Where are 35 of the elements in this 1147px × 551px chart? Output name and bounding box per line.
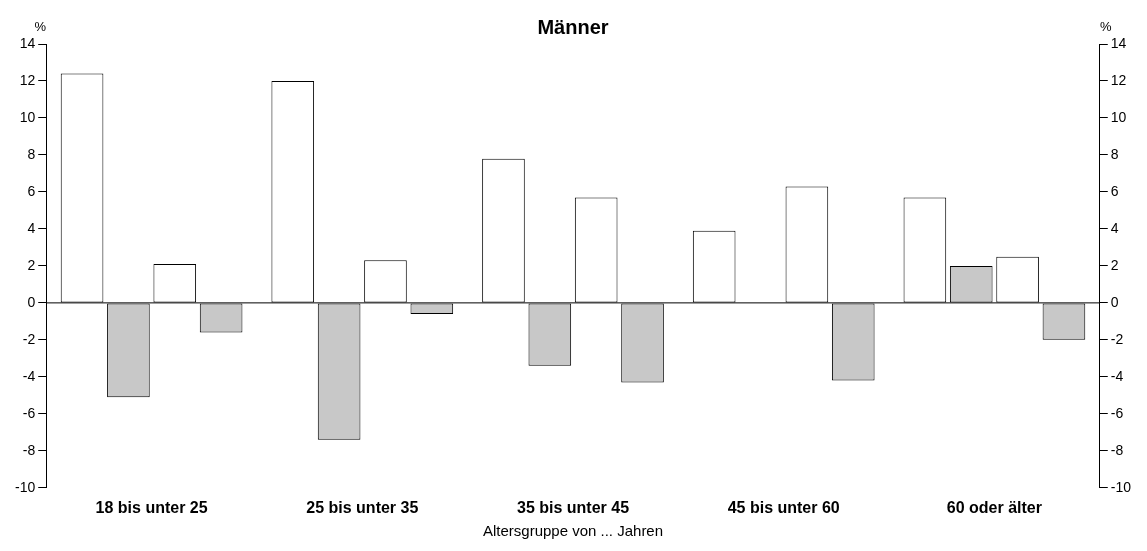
y2-tick-label: 12 (1110, 71, 1127, 88)
x-tick-label: 35 bis unter 45 (516, 498, 630, 516)
y2-tick-label: 6 (1110, 182, 1119, 199)
y-axis-title: % (34, 19, 47, 35)
y-tick-label: -8 (22, 441, 36, 458)
y-tick-label: 0 (27, 293, 36, 310)
chart-title: Männer (537, 15, 609, 38)
x-tick-label: 18 bis unter 25 (95, 498, 208, 516)
y-tick-label: 8 (27, 145, 36, 162)
y2-tick-label: -2 (1110, 330, 1124, 347)
y-tick-label: 2 (27, 256, 36, 273)
y2-tick-label: -6 (1110, 404, 1124, 421)
y-tick-label: 6 (27, 182, 36, 199)
y-tick-label: -10 (15, 478, 36, 495)
y2-tick-label: 10 (1110, 108, 1127, 125)
y2-tick-label: 8 (1110, 145, 1119, 162)
y2-tick-label: 0 (1110, 293, 1119, 310)
x-tick-label: 25 bis unter 35 (306, 498, 419, 516)
y2-tick-label: -8 (1110, 441, 1124, 458)
y-tick-label: 12 (19, 71, 36, 88)
y-tick-label: -6 (22, 404, 36, 421)
y2-tick-label: 2 (1110, 256, 1119, 273)
x-tick-label: 60 oder älter (946, 498, 1042, 516)
y-tick-label: -2 (22, 330, 36, 347)
y2-tick-label: 14 (1110, 34, 1127, 51)
y-tick-label: 10 (19, 108, 36, 125)
y2-tick-label: -4 (1110, 367, 1124, 384)
x-axis-title: Altersgruppe von ... Jahren (482, 522, 664, 540)
y2-axis-title: % (1099, 19, 1112, 35)
y-tick-label: 14 (19, 34, 36, 51)
y-tick-label: 4 (27, 219, 36, 236)
y2-tick-label: 4 (1110, 219, 1119, 236)
y2-tick-label: -10 (1110, 478, 1132, 495)
y-tick-label: -4 (22, 367, 36, 384)
x-tick-label: 45 bis unter 60 (727, 498, 840, 516)
